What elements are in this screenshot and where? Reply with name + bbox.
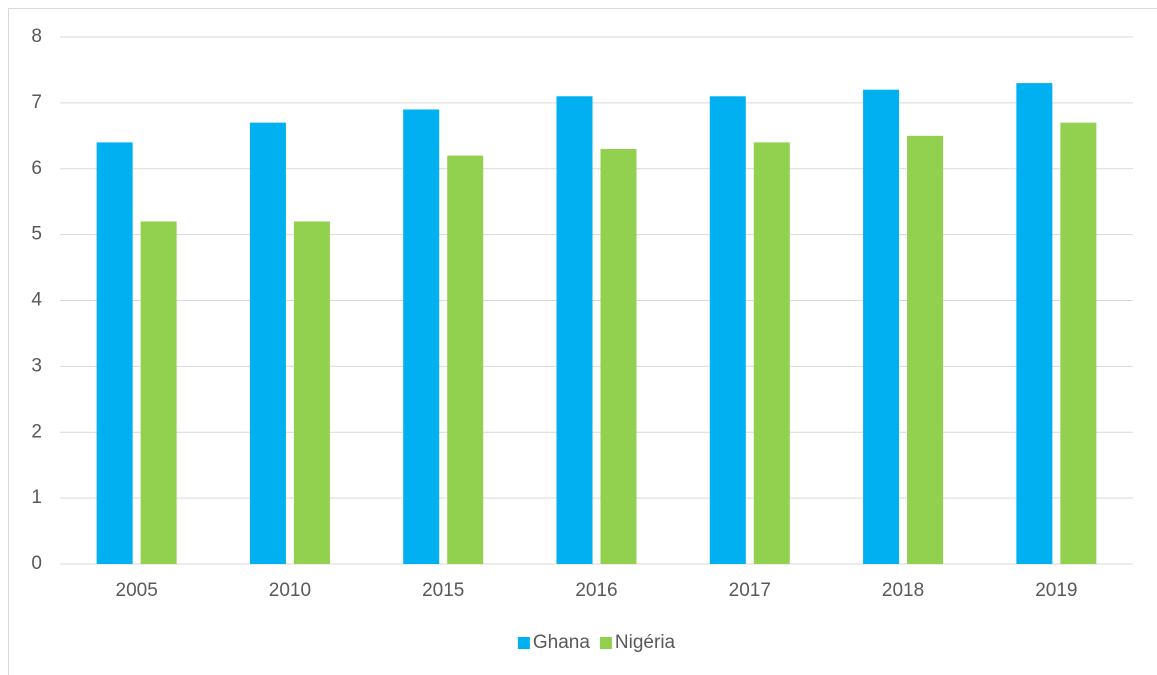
bar xyxy=(753,142,790,564)
bar xyxy=(907,135,944,564)
x-tick-label: 2015 xyxy=(422,580,464,601)
legend-label: Nigéria xyxy=(615,632,676,653)
legend-swatch xyxy=(517,637,530,649)
legend-label: Ghana xyxy=(533,632,590,653)
x-tick-label: 2017 xyxy=(729,580,771,601)
y-tick-label: 7 xyxy=(31,92,42,113)
bar xyxy=(600,148,637,565)
bar xyxy=(293,221,330,564)
bar xyxy=(709,96,746,564)
y-tick-label: 5 xyxy=(31,224,42,245)
x-tick-label: 2010 xyxy=(269,580,311,601)
x-tick-label: 2019 xyxy=(1035,580,1077,601)
x-tick-label: 2018 xyxy=(882,580,924,601)
bar xyxy=(140,221,177,564)
y-tick-label: 2 xyxy=(31,421,42,442)
bar xyxy=(1060,122,1097,564)
bar xyxy=(96,142,133,564)
bar xyxy=(863,89,900,564)
x-tick-label: 2016 xyxy=(575,580,617,601)
bar xyxy=(556,96,593,564)
y-tick-label: 0 xyxy=(31,553,42,574)
legend-swatch xyxy=(599,637,612,649)
chart-border xyxy=(8,8,1157,675)
bar xyxy=(249,122,286,564)
y-tick-label: 4 xyxy=(31,290,42,311)
y-tick-label: 1 xyxy=(31,487,42,508)
y-tick-label: 3 xyxy=(31,355,42,376)
bar xyxy=(403,109,440,565)
bar xyxy=(1016,83,1053,565)
y-tick-label: 8 xyxy=(31,26,42,47)
x-tick-label: 2005 xyxy=(116,580,158,601)
y-tick-label: 6 xyxy=(31,158,42,179)
bar xyxy=(447,155,484,564)
